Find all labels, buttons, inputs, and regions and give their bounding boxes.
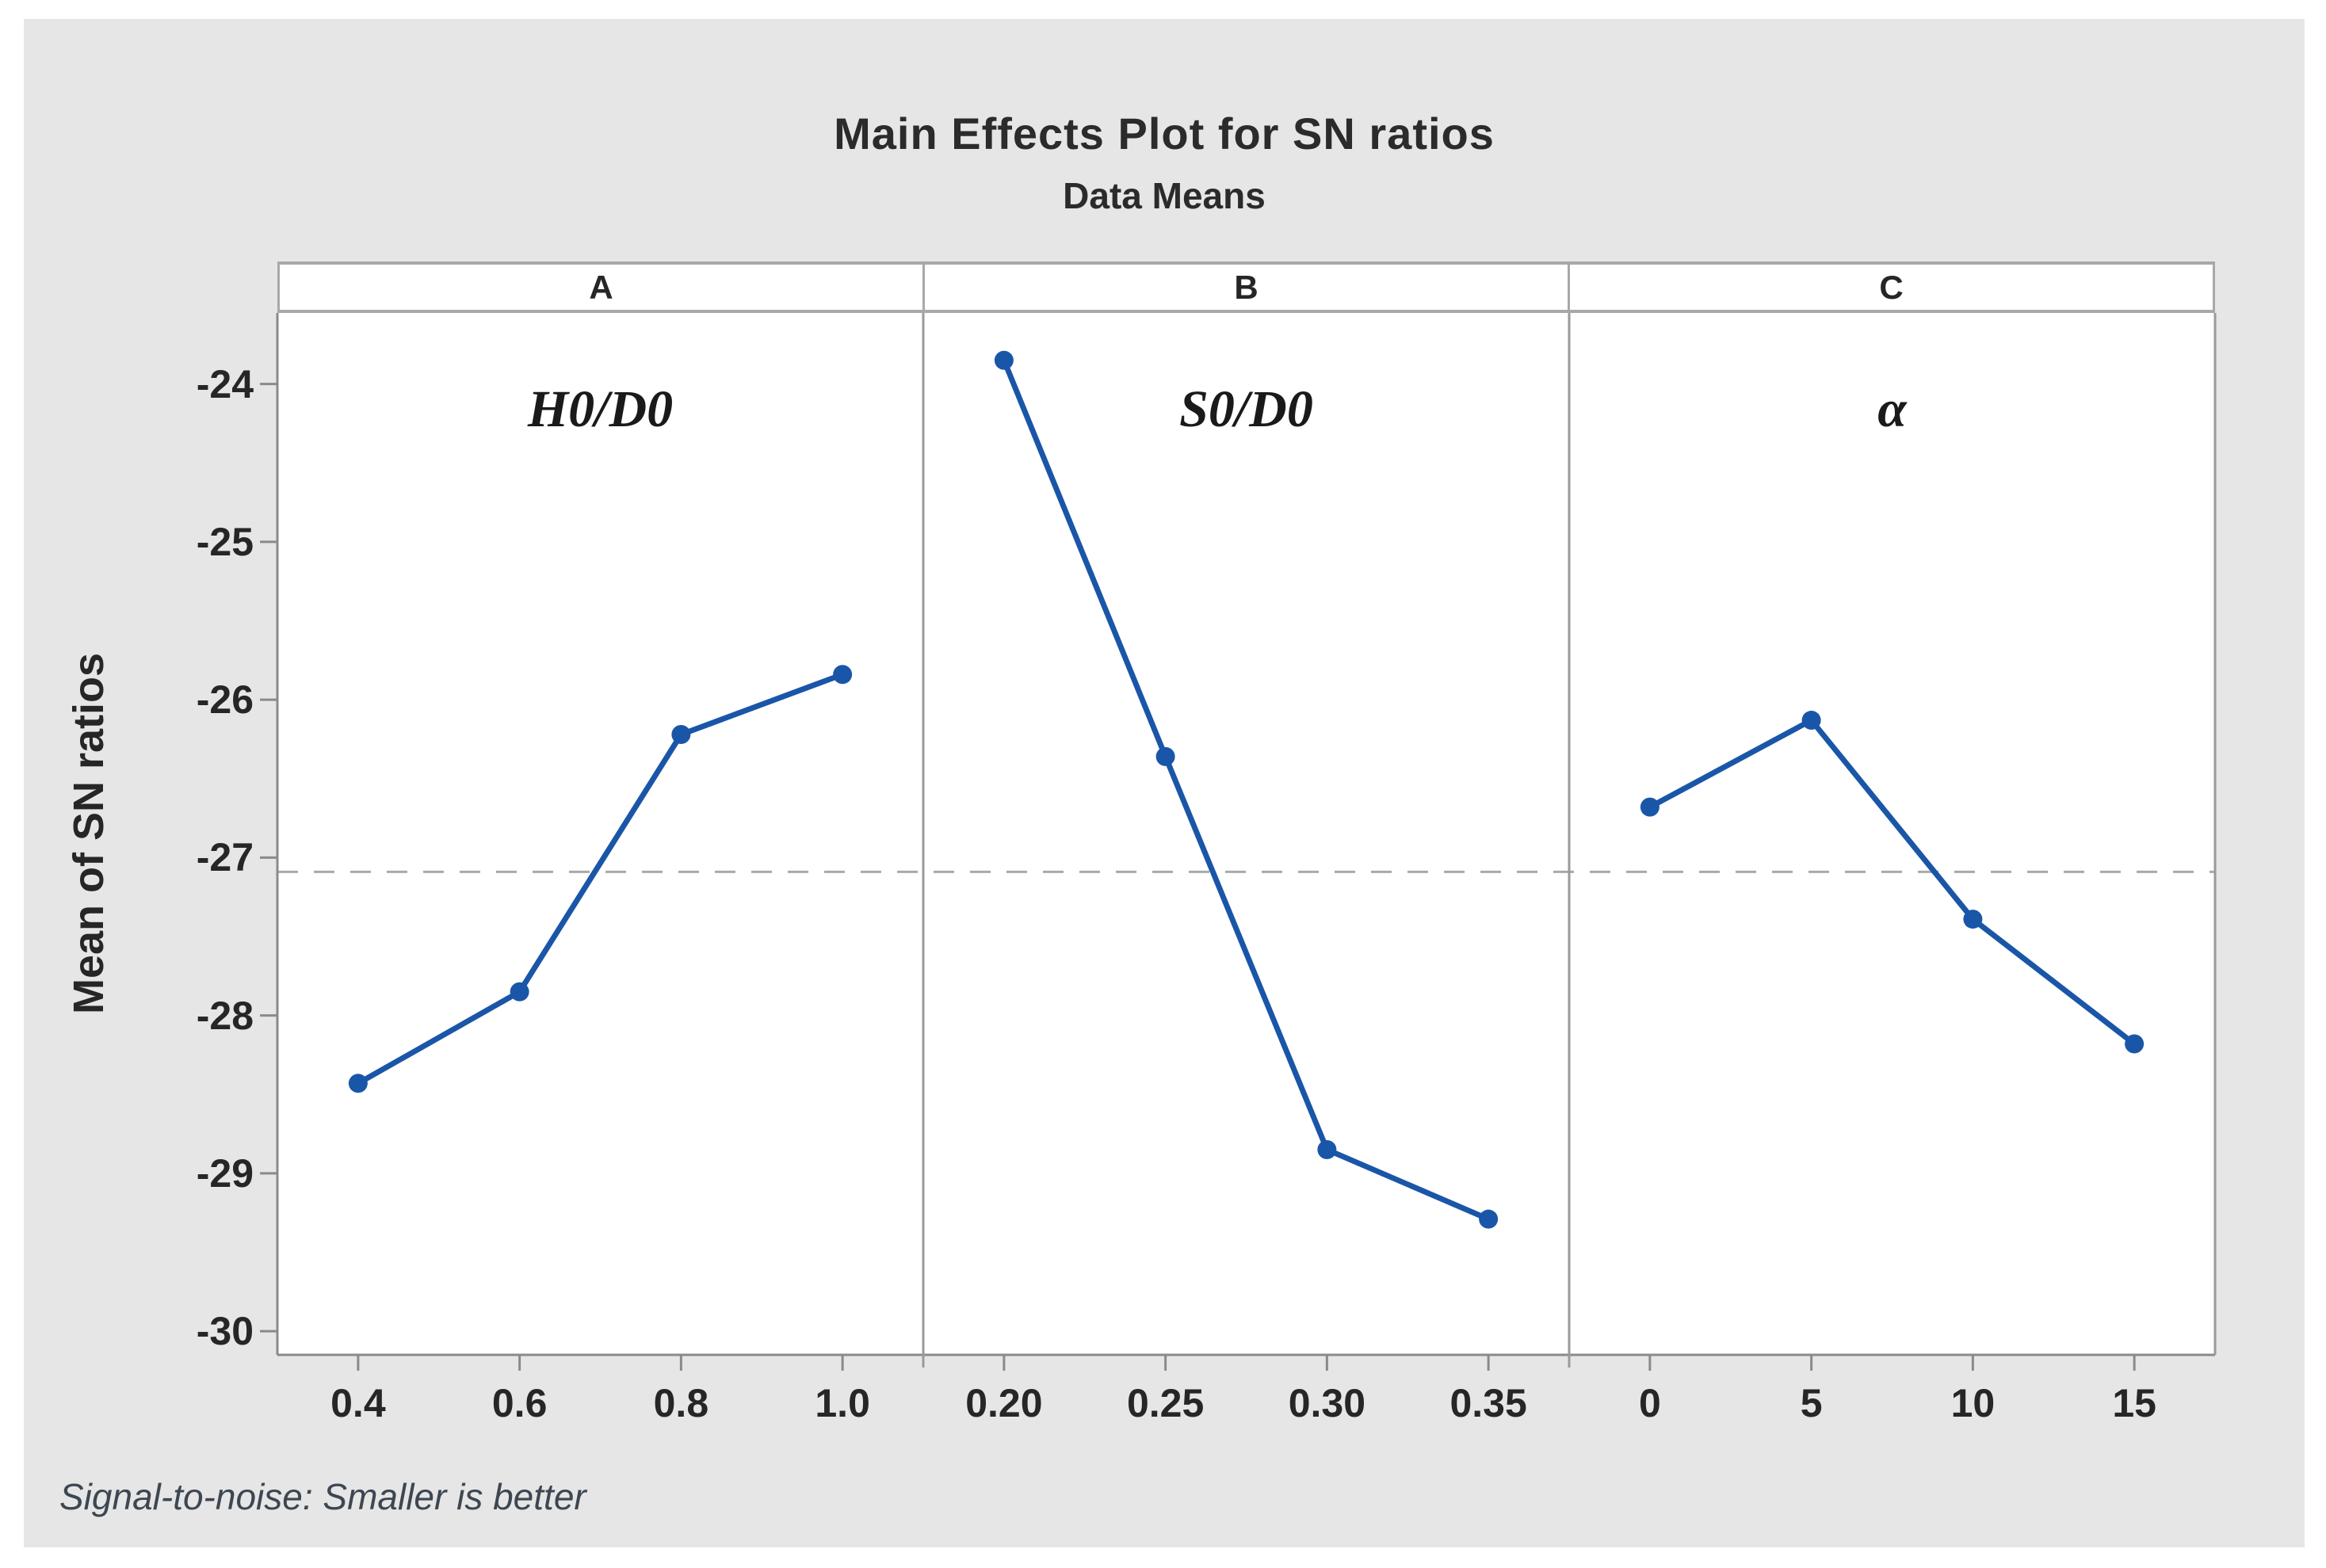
x-tick-label: 15 bbox=[2112, 1381, 2156, 1425]
x-tick-label: 5 bbox=[1800, 1381, 1823, 1425]
y-tick-label: -30 bbox=[196, 1309, 254, 1354]
x-tick-label: 1.0 bbox=[815, 1381, 870, 1425]
plot-area bbox=[277, 313, 2215, 1355]
y-tick-label: -25 bbox=[196, 519, 254, 564]
factor-label-C: α bbox=[1877, 380, 1907, 438]
plot-canvas bbox=[260, 313, 2217, 1371]
data-point-marker bbox=[1963, 910, 1983, 929]
series-line-C bbox=[1648, 716, 2137, 1047]
data-point-marker bbox=[348, 1074, 368, 1093]
data-point-marker bbox=[1640, 797, 1660, 817]
x-tick-label: 0.25 bbox=[1126, 1381, 1205, 1425]
series-line-B bbox=[1001, 359, 1490, 1222]
x-tick-label: 0.6 bbox=[491, 1381, 548, 1425]
panel-header-A: A bbox=[277, 265, 925, 310]
data-point-marker bbox=[1317, 1139, 1337, 1159]
data-point-marker bbox=[1155, 746, 1175, 766]
x-tick-label: 0.4 bbox=[330, 1381, 386, 1425]
x-tick-label: 0 bbox=[1638, 1381, 1661, 1425]
x-tick-label: 0.8 bbox=[653, 1381, 709, 1425]
x-tick-label: 0.20 bbox=[965, 1381, 1043, 1425]
y-tick-label: -27 bbox=[196, 835, 254, 880]
factor-label-B: S0/D0 bbox=[1179, 380, 1313, 438]
panel-header-B: B bbox=[925, 265, 1570, 310]
y-tick-label: -24 bbox=[196, 361, 254, 406]
data-point-marker bbox=[1801, 711, 1821, 731]
x-tick-label: 0.30 bbox=[1288, 1381, 1366, 1425]
series-line-A bbox=[357, 671, 844, 1086]
data-point-marker bbox=[510, 982, 529, 1001]
footnote: Signal-to-noise: Smaller is better bbox=[59, 1476, 586, 1517]
panel-header-C: C bbox=[1570, 265, 2215, 310]
data-point-marker bbox=[2125, 1034, 2145, 1054]
x-tick-label: 0.35 bbox=[1449, 1381, 1527, 1425]
data-point-marker bbox=[994, 350, 1014, 370]
chart-title: Main Effects Plot for SN ratios bbox=[834, 109, 1495, 158]
main-effects-plot-figure: Main Effects Plot for SN ratios Data Mea… bbox=[24, 19, 2305, 1547]
factor-label-A: H0/D0 bbox=[527, 380, 674, 438]
y-tick-label: -29 bbox=[196, 1150, 254, 1196]
chart-subtitle: Data Means bbox=[1063, 175, 1266, 216]
data-point-marker bbox=[671, 724, 691, 744]
data-point-marker bbox=[833, 665, 853, 685]
y-tick-label: -26 bbox=[196, 677, 254, 723]
data-point-marker bbox=[1479, 1209, 1499, 1229]
x-tick-label: 10 bbox=[1950, 1381, 1996, 1425]
y-tick-label: -28 bbox=[196, 993, 254, 1038]
